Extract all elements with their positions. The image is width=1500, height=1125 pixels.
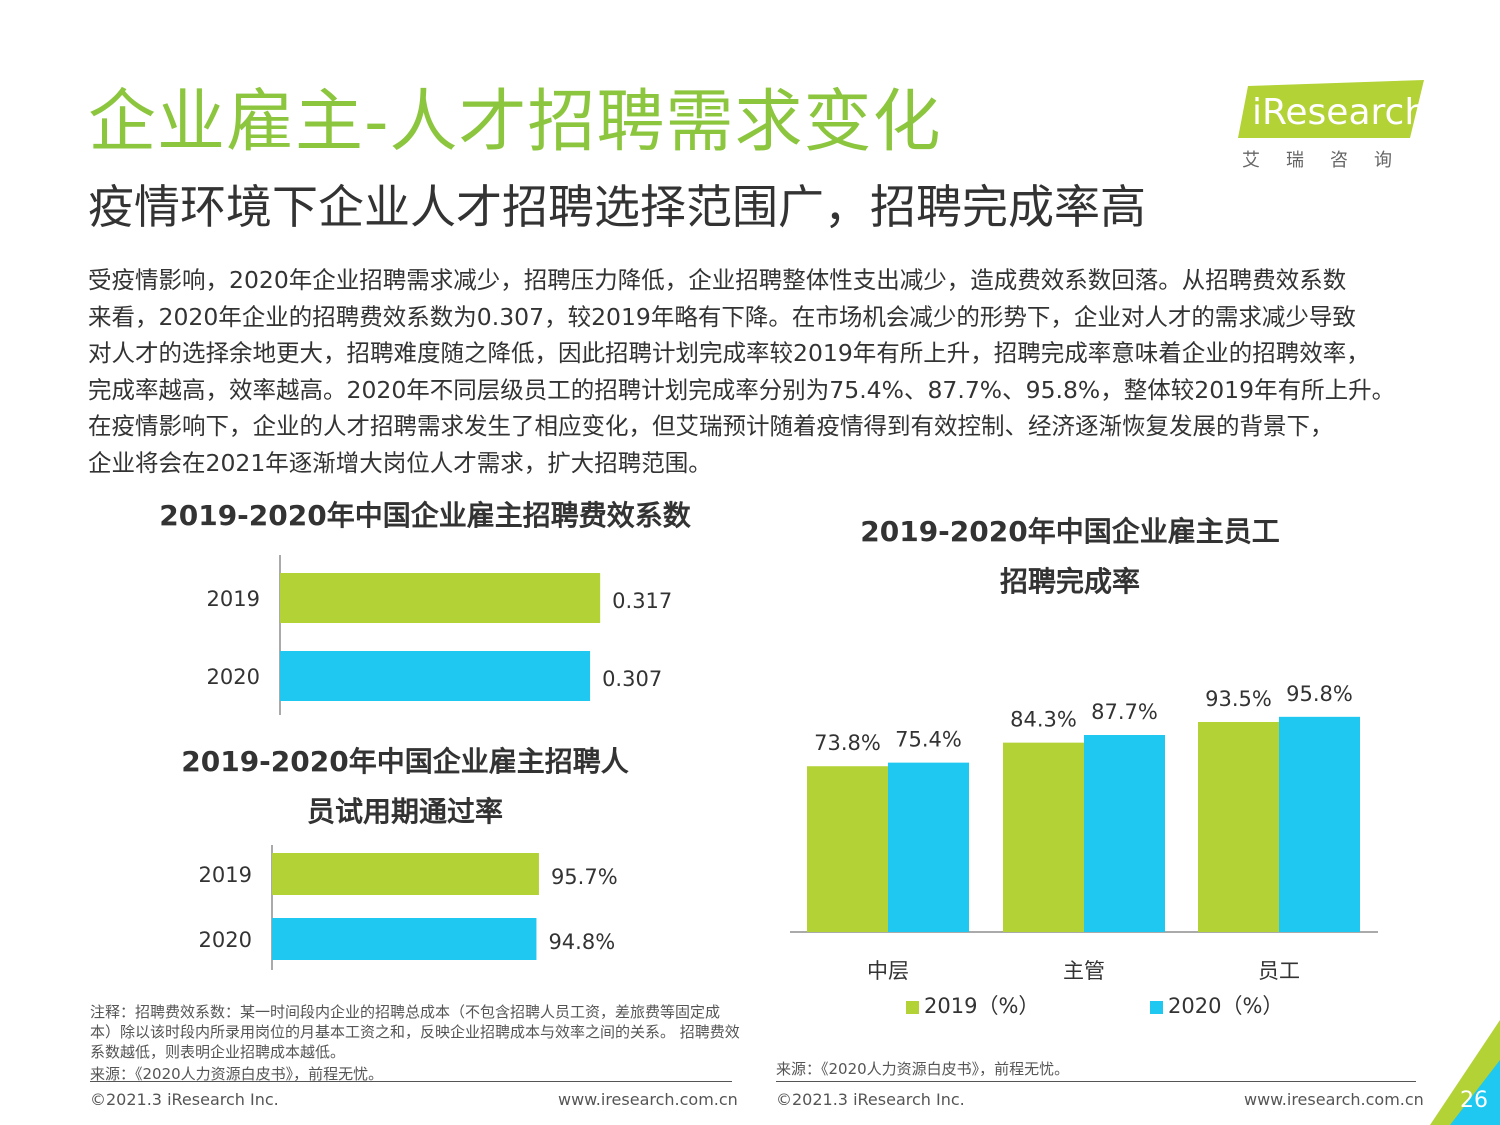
- source-left: 来源：《2020人力资源白皮书》，前程无忧。: [90, 1065, 384, 1083]
- bar-2020: [280, 651, 591, 701]
- legend-2020-label: 2020（%）: [1168, 994, 1284, 1018]
- divider-left: [90, 1081, 732, 1082]
- logo-text: iResearch: [1252, 92, 1424, 133]
- body-paragraph: 受疫情影响，2020年企业招聘需求减少，招聘压力降低，企业招聘整体性支出减少，造…: [88, 262, 1458, 481]
- value-label-员工-0: 93.5%: [1205, 687, 1272, 711]
- logo-subtitle: 艾瑞咨询: [1242, 150, 1418, 171]
- value-label-中层-1: 75.4%: [895, 728, 962, 752]
- category-label-2020: 2020: [207, 665, 260, 689]
- category-label-2019: 2019: [199, 863, 252, 887]
- legend-2020-swatch: [1150, 1000, 1163, 1014]
- legend-2019: 2019（%）: [906, 990, 1039, 1020]
- url-left: www.iresearch.com.cn: [558, 1090, 738, 1109]
- body-line: 受疫情影响，2020年企业招聘需求减少，招聘压力降低，企业招聘整体性支出减少，造…: [88, 266, 1347, 294]
- bar-2020: [272, 918, 537, 960]
- body-line: 完成率越高，效率越高。2020年不同层级员工的招聘计划完成率分别为75.4%、8…: [88, 375, 1396, 404]
- chart2-title-line1: 2019-2020年中国企业雇主招聘人: [181, 745, 629, 778]
- category-label-1: 主管: [1063, 959, 1105, 983]
- copyright-left: ©2021.3 iResearch Inc.: [90, 1090, 279, 1109]
- value-label-员工-1: 95.8%: [1286, 682, 1353, 706]
- bar-员工-1: [1279, 716, 1360, 932]
- legend-2019-swatch: [906, 1000, 919, 1014]
- bar-员工-0: [1198, 721, 1279, 932]
- bar-中层-1: [888, 762, 969, 932]
- chart1-cost-efficiency: 2019 0.317 2020 0.307: [207, 555, 672, 715]
- chart-note: 注释：招聘费效系数：某一时间段内企业的招聘总成本（不包含招聘人员工资，差旅费等固…: [90, 1003, 740, 1061]
- category-label-2019: 2019: [207, 587, 260, 611]
- body-line: 企业将会在2021年逐渐增大岗位人才需求，扩大招聘范围。: [88, 448, 712, 477]
- page-subtitle: 疫情环境下企业人才招聘选择范围广，招聘完成率高: [88, 180, 1146, 234]
- source-right: 来源：《2020人力资源白皮书》，前程无忧。: [776, 1060, 1070, 1078]
- logo-graphic: iResearch: [1238, 80, 1427, 138]
- page-number: 26: [1460, 1088, 1488, 1113]
- value-label-主管-0: 84.3%: [1010, 708, 1077, 732]
- value-label-主管-1: 87.7%: [1091, 700, 1158, 724]
- chart3-hiring-completion-rate: 73.8% 75.4% 中层 84.3% 87.7% 主管 93.5% 95.8% 员工: [790, 682, 1378, 983]
- url-right: www.iresearch.com.cn: [1244, 1090, 1424, 1109]
- bar-2019: [280, 573, 601, 623]
- body-line: 对人才的选择余地更大，招聘难度随之降低，因此招聘计划完成率较2019年有所上升，…: [88, 339, 1370, 367]
- value-label-2019: 95.7%: [551, 865, 618, 889]
- bar-2019: [272, 853, 539, 895]
- bar-主管-0: [1003, 742, 1084, 932]
- body-line: 在疫情影响下，企业的人才招聘需求发生了相应变化，但艾瑞预计随着疫情得到有效控制、…: [88, 412, 1334, 440]
- iresearch-logo: iResearch: [1238, 80, 1427, 138]
- copyright-right: ©2021.3 iResearch Inc.: [776, 1090, 965, 1109]
- legend-2020: 2020（%）: [1150, 990, 1283, 1020]
- body-line: 来看，2020年企业的招聘费效系数为0.307，较2019年略有下降。在市场机会…: [88, 302, 1356, 331]
- category-label-2020: 2020: [199, 928, 252, 952]
- chart3-title-line2: 招聘完成率: [999, 565, 1140, 598]
- value-label-2020: 0.307: [602, 667, 662, 691]
- value-label-2020: 94.8%: [548, 930, 615, 954]
- divider-right: [776, 1081, 1416, 1082]
- corner-decoration: [1430, 1020, 1500, 1125]
- page-title: 企业雇主-人才招聘需求变化: [88, 83, 942, 162]
- chart2-title-line2: 员试用期通过率: [306, 795, 503, 828]
- chart3-title-line1: 2019-2020年中国企业雇主员工: [860, 515, 1280, 548]
- chart1-title: 2019-2020年中国企业雇主招聘费效系数: [159, 499, 691, 532]
- value-label-中层-0: 73.8%: [814, 731, 881, 755]
- legend-2019-label: 2019（%）: [924, 994, 1040, 1018]
- category-label-2: 员工: [1258, 959, 1300, 983]
- bar-主管-1: [1084, 735, 1165, 932]
- category-label-0: 中层: [867, 959, 909, 983]
- value-label-2019: 0.317: [612, 589, 672, 613]
- bar-中层-0: [807, 766, 888, 932]
- chart2-probation-pass-rate: 2019 95.7% 2020 94.8%: [199, 845, 618, 970]
